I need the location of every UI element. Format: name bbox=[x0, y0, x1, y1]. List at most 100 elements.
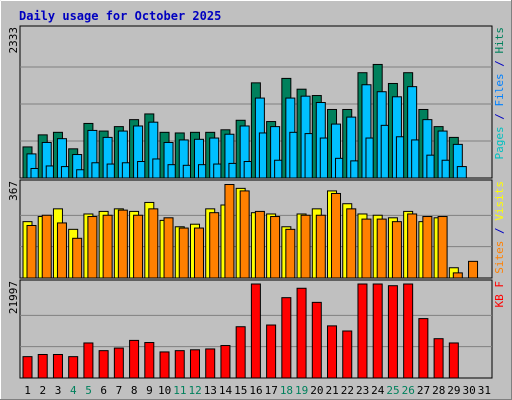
x-tick-label: 15 bbox=[234, 384, 247, 397]
bar-visits-sites-day-25 bbox=[391, 221, 402, 279]
bar-kbytes-kb-f-day-1 bbox=[22, 356, 33, 379]
max-label-hits: 2333 bbox=[7, 27, 20, 54]
bar-visits-sites-day-9 bbox=[148, 208, 159, 279]
x-tick-label: 4 bbox=[70, 384, 77, 397]
x-tick-label: 21 bbox=[326, 384, 339, 397]
x-tick-label: 5 bbox=[85, 384, 92, 397]
bar-visits-sites-day-21 bbox=[331, 192, 342, 279]
bar-kbytes-kb-f-day-14 bbox=[220, 345, 231, 379]
bar-kbytes-kb-f-day-23 bbox=[357, 283, 368, 379]
x-tick-label: 6 bbox=[100, 384, 107, 397]
x-tick-label: 29 bbox=[447, 384, 460, 397]
side-label-visits: Sites / Visits bbox=[493, 181, 506, 274]
bar-visits-sites-day-14 bbox=[224, 184, 235, 279]
x-tick-label: 30 bbox=[463, 384, 476, 397]
bar-visits-sites-day-24 bbox=[376, 218, 387, 279]
bar-kbytes-kb-f-day-7 bbox=[113, 347, 124, 379]
x-tick-label: 22 bbox=[341, 384, 354, 397]
side-label-part: / bbox=[493, 221, 506, 241]
chart-panels: 2333 Pages / Files / Hits 367 Sites / Visit… bbox=[7, 25, 506, 379]
x-tick-label: 17 bbox=[265, 384, 278, 397]
bar-kbytes-kb-f-day-12 bbox=[189, 349, 200, 379]
bar-kbytes-kb-f-day-21 bbox=[327, 325, 338, 379]
bar-kbytes-kb-f-day-5 bbox=[83, 342, 94, 379]
bar-kbytes-kb-f-day-11 bbox=[174, 350, 185, 379]
bar-visits-sites-day-13 bbox=[209, 212, 220, 279]
bar-kbytes-kb-f-day-3 bbox=[52, 353, 63, 379]
bar-hits-pages-day-29 bbox=[456, 166, 467, 179]
bar-kbytes-kb-f-day-17 bbox=[266, 324, 277, 379]
x-tick-label: 27 bbox=[417, 384, 430, 397]
bar-kbytes-kb-f-day-4 bbox=[68, 356, 79, 379]
x-tick-label: 10 bbox=[158, 384, 171, 397]
bar-visits-sites-day-28 bbox=[437, 216, 448, 279]
bar-kbytes-kb-f-day-10 bbox=[159, 351, 170, 379]
x-tick-label: 23 bbox=[356, 384, 369, 397]
side-label-part: Sites bbox=[493, 241, 506, 274]
bar-kbytes-kb-f-day-2 bbox=[37, 353, 48, 379]
x-axis-labels: 1 2 3 4 5 6 7 8 9 10 11 12 13 14 15 16 17 18 19 20 21 22 23 24 2… bbox=[24, 384, 491, 397]
bar-visits-sites-day-19 bbox=[300, 214, 311, 279]
bar-visits-sites-day-29 bbox=[452, 272, 463, 279]
chart-title: Daily usage for October 2025 bbox=[19, 9, 221, 23]
bar-kbytes-kb-f-day-26 bbox=[403, 283, 414, 379]
bar-kbytes-kb-f-day-27 bbox=[418, 318, 429, 379]
bar-kbytes-kb-f-day-8 bbox=[129, 339, 140, 379]
bar-visits-sites-day-1 bbox=[26, 224, 37, 279]
bar-kbytes-kb-f-day-28 bbox=[433, 338, 444, 379]
bar-visits-sites-day-4 bbox=[72, 237, 83, 279]
bar-visits-sites-day-16 bbox=[254, 210, 265, 279]
bar-visits-sites-day-26 bbox=[407, 213, 418, 279]
x-tick-label: 14 bbox=[219, 384, 233, 397]
bar-kbytes-kb-f-day-6 bbox=[98, 350, 109, 379]
x-tick-label: 11 bbox=[173, 384, 186, 397]
x-tick-label: 2 bbox=[40, 384, 47, 397]
side-label-part: Hits bbox=[493, 27, 506, 54]
bar-kbytes-kb-f-day-13 bbox=[205, 348, 216, 379]
bar-kbytes-kb-f-day-9 bbox=[144, 342, 155, 379]
bar-visits-sites-day-15 bbox=[239, 190, 250, 279]
x-tick-label: 16 bbox=[249, 384, 262, 397]
bar-visits-sites-day-6 bbox=[102, 214, 113, 279]
bar-visits-sites-day-5 bbox=[87, 216, 98, 279]
x-tick-label: 1 bbox=[24, 384, 31, 397]
panel-visits: 367 Sites / Visits bbox=[7, 179, 506, 279]
x-tick-label: 12 bbox=[188, 384, 201, 397]
bar-kbytes-kb-f-day-25 bbox=[387, 285, 398, 379]
bar-kbytes-kb-f-day-29 bbox=[448, 342, 459, 379]
bar-kbytes-kb-f-day-18 bbox=[281, 297, 292, 379]
panel-hits: 2333 Pages / Files / Hits bbox=[7, 25, 506, 179]
bar-visits-sites-day-18 bbox=[285, 228, 296, 279]
panel-kbytes: 21997 KB F bbox=[7, 279, 506, 379]
x-tick-label: 26 bbox=[402, 384, 415, 397]
x-tick-label: 20 bbox=[310, 384, 323, 397]
side-label-part: / bbox=[493, 107, 506, 127]
x-tick-label: 7 bbox=[116, 384, 123, 397]
side-label-part: Pages bbox=[493, 126, 506, 159]
x-tick-label: 24 bbox=[371, 384, 385, 397]
bar-kbytes-kb-f-day-22 bbox=[342, 330, 353, 379]
max-label-visits: 367 bbox=[7, 181, 20, 201]
side-label-kbytes: KB F bbox=[493, 281, 506, 308]
bar-visits-sites-day-23 bbox=[361, 218, 372, 279]
bar-visits-sites-day-20 bbox=[315, 214, 326, 279]
x-tick-label: 28 bbox=[432, 384, 445, 397]
x-tick-label: 13 bbox=[204, 384, 217, 397]
bar-kbytes-kb-f-day-15 bbox=[235, 326, 246, 379]
x-tick-label: 31 bbox=[478, 384, 491, 397]
side-label-hits: Pages / Files / Hits bbox=[493, 27, 506, 160]
bar-visits-sites-day-17 bbox=[270, 216, 281, 279]
max-label-kbytes: 21997 bbox=[7, 281, 20, 314]
bar-visits-sites-day-22 bbox=[346, 208, 357, 279]
x-tick-label: 9 bbox=[146, 384, 153, 397]
bar-kbytes-kb-f-day-20 bbox=[311, 301, 322, 379]
side-label-part: / bbox=[493, 54, 506, 74]
bar-kbytes-kb-f-day-24 bbox=[372, 283, 383, 379]
x-tick-label: 19 bbox=[295, 384, 308, 397]
bar-visits-sites-day-30 bbox=[468, 260, 479, 279]
bar-visits-sites-day-10 bbox=[163, 217, 174, 279]
side-label-part: KB F bbox=[493, 281, 506, 308]
side-label-part: Visits bbox=[493, 181, 506, 221]
bar-visits-sites-day-27 bbox=[422, 216, 433, 279]
bar-visits-sites-day-8 bbox=[133, 214, 144, 279]
